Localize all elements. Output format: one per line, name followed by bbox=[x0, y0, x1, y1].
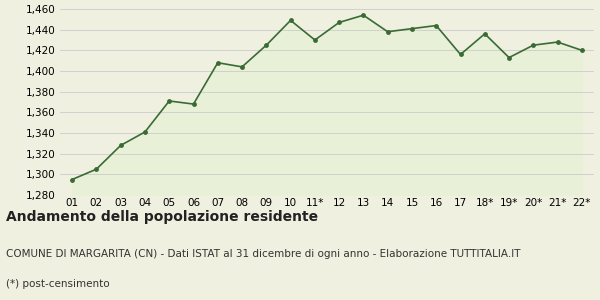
Text: COMUNE DI MARGARITA (CN) - Dati ISTAT al 31 dicembre di ogni anno - Elaborazione: COMUNE DI MARGARITA (CN) - Dati ISTAT al… bbox=[6, 249, 521, 259]
Text: (*) post-censimento: (*) post-censimento bbox=[6, 279, 110, 289]
Text: Andamento della popolazione residente: Andamento della popolazione residente bbox=[6, 210, 318, 224]
